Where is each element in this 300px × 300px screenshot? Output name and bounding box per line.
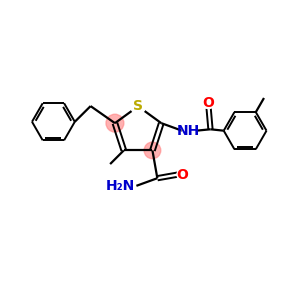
Circle shape <box>106 114 124 132</box>
Text: H₂N: H₂N <box>106 179 135 193</box>
Text: O: O <box>176 168 188 182</box>
Circle shape <box>203 98 214 109</box>
Circle shape <box>144 142 161 159</box>
Circle shape <box>131 99 146 114</box>
Text: S: S <box>133 99 143 113</box>
Text: O: O <box>203 96 214 110</box>
Circle shape <box>182 124 195 137</box>
Text: NH: NH <box>177 124 200 138</box>
Circle shape <box>177 169 188 180</box>
